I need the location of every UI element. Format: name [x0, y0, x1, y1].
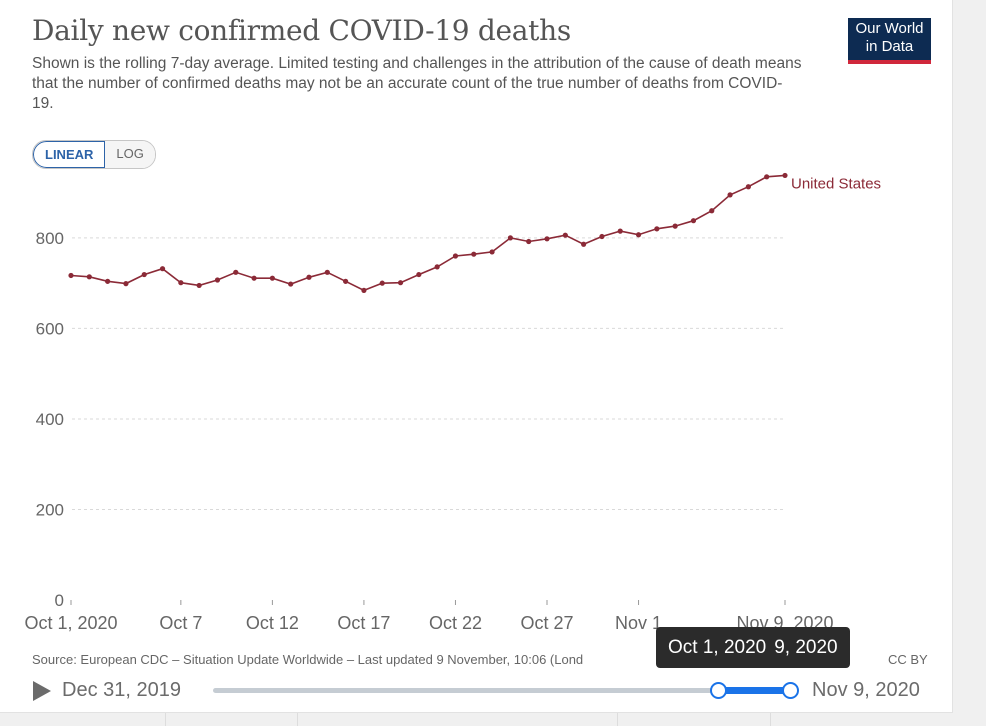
series-layer: United States: [68, 172, 881, 293]
chart-subtitle: Shown is the rolling 7-day average. Limi…: [32, 55, 802, 112]
x-tick-label: Oct 1, 2020: [24, 613, 117, 633]
series-line: [70, 174, 786, 292]
data-point[interactable]: [745, 184, 751, 190]
data-point[interactable]: [86, 274, 92, 280]
data-point[interactable]: [269, 275, 275, 281]
logo-line-1: Our World: [855, 20, 924, 37]
data-point[interactable]: [306, 274, 312, 280]
x-tick-label: Oct 22: [429, 613, 482, 633]
data-point[interactable]: [379, 280, 385, 286]
data-point[interactable]: [361, 287, 367, 293]
chart-card: Daily new confirmed COVID-19 deaths Show…: [0, 0, 953, 713]
timeline-selected-range[interactable]: [718, 687, 790, 694]
data-point[interactable]: [196, 282, 202, 289]
data-point[interactable]: [343, 278, 349, 284]
y-tick-label: 400: [36, 410, 64, 429]
y-tick-label: 800: [36, 229, 64, 248]
y-tick-label: 200: [36, 500, 64, 519]
data-point[interactable]: [782, 172, 788, 179]
x-tick-label: Oct 17: [337, 613, 390, 633]
scale-toggle: LINEAR LOG: [32, 140, 156, 169]
data-point[interactable]: [434, 264, 440, 270]
data-point[interactable]: [654, 226, 660, 232]
data-point[interactable]: [141, 271, 147, 278]
data-point[interactable]: [324, 269, 330, 275]
play-icon[interactable]: [33, 681, 51, 701]
timeline-end-handle[interactable]: [782, 682, 799, 699]
x-tick-label: Oct 12: [246, 613, 299, 633]
data-point[interactable]: [251, 275, 257, 281]
data-point[interactable]: [764, 174, 770, 180]
data-point[interactable]: [526, 238, 532, 245]
data-point[interactable]: [178, 280, 184, 286]
data-point[interactable]: [727, 192, 733, 198]
data-point[interactable]: [397, 280, 404, 286]
data-point[interactable]: [105, 278, 111, 284]
data-point[interactable]: [452, 253, 459, 259]
log-scale-button[interactable]: LOG: [105, 141, 155, 168]
data-point[interactable]: [214, 277, 221, 283]
data-point[interactable]: [544, 236, 550, 242]
tooltip-end-date: 9, 2020: [774, 637, 838, 658]
data-point[interactable]: [471, 251, 477, 257]
owid-logo[interactable]: Our World in Data: [848, 18, 931, 64]
chart-title: Daily new confirmed COVID-19 deaths: [32, 14, 571, 47]
license-link[interactable]: CC BY: [888, 652, 928, 667]
data-point[interactable]: [581, 241, 587, 247]
data-point[interactable]: [233, 269, 239, 275]
tab-divider: [770, 713, 771, 726]
data-point[interactable]: [690, 218, 697, 224]
y-tick-label: 600: [36, 319, 64, 338]
tab-divider: [617, 713, 618, 726]
logo-line-2: in Data: [865, 38, 914, 55]
data-point[interactable]: [635, 232, 642, 238]
x-axis-ticks: Oct 1, 2020 Oct 7 Oct 12 Oct 17 Oct 22 Oct 27…: [24, 600, 834, 633]
timeline-start-handle[interactable]: [710, 682, 727, 699]
data-point[interactable]: [123, 281, 129, 287]
source-note: Source: European CDC – Situation Update …: [32, 652, 584, 667]
timeline-end-label: Nov 9, 2020: [812, 679, 920, 701]
x-tick-label: Nov 1: [615, 613, 662, 633]
data-point[interactable]: [672, 223, 678, 229]
timeline-track[interactable]: [213, 688, 790, 693]
y-tick-label: 0: [55, 591, 64, 610]
tooltip-start-date: Oct 1, 2020: [668, 637, 767, 658]
series-label[interactable]: United States: [791, 175, 881, 192]
tab-divider: [165, 713, 166, 726]
data-point[interactable]: [617, 228, 623, 234]
tab-divider: [297, 713, 298, 726]
y-axis-ticks: 0 200 400 600 800: [36, 229, 64, 610]
data-point[interactable]: [599, 233, 605, 240]
data-point[interactable]: [507, 235, 513, 241]
data-point[interactable]: [159, 266, 166, 272]
data-point[interactable]: [709, 208, 715, 214]
timeline-tooltip: Oct 1, 2020 9, 2020: [656, 627, 850, 668]
linear-scale-button[interactable]: LINEAR: [33, 141, 106, 168]
x-tick-label: Oct 7: [159, 613, 202, 633]
data-point[interactable]: [416, 271, 422, 278]
data-point[interactable]: [288, 281, 294, 287]
grid-lines: [72, 237, 785, 510]
data-point[interactable]: [489, 249, 495, 255]
data-point[interactable]: [68, 272, 74, 279]
data-point[interactable]: [562, 232, 568, 238]
x-tick-label: Oct 27: [520, 613, 573, 633]
timeline-start-label: Dec 31, 2019: [62, 679, 181, 701]
